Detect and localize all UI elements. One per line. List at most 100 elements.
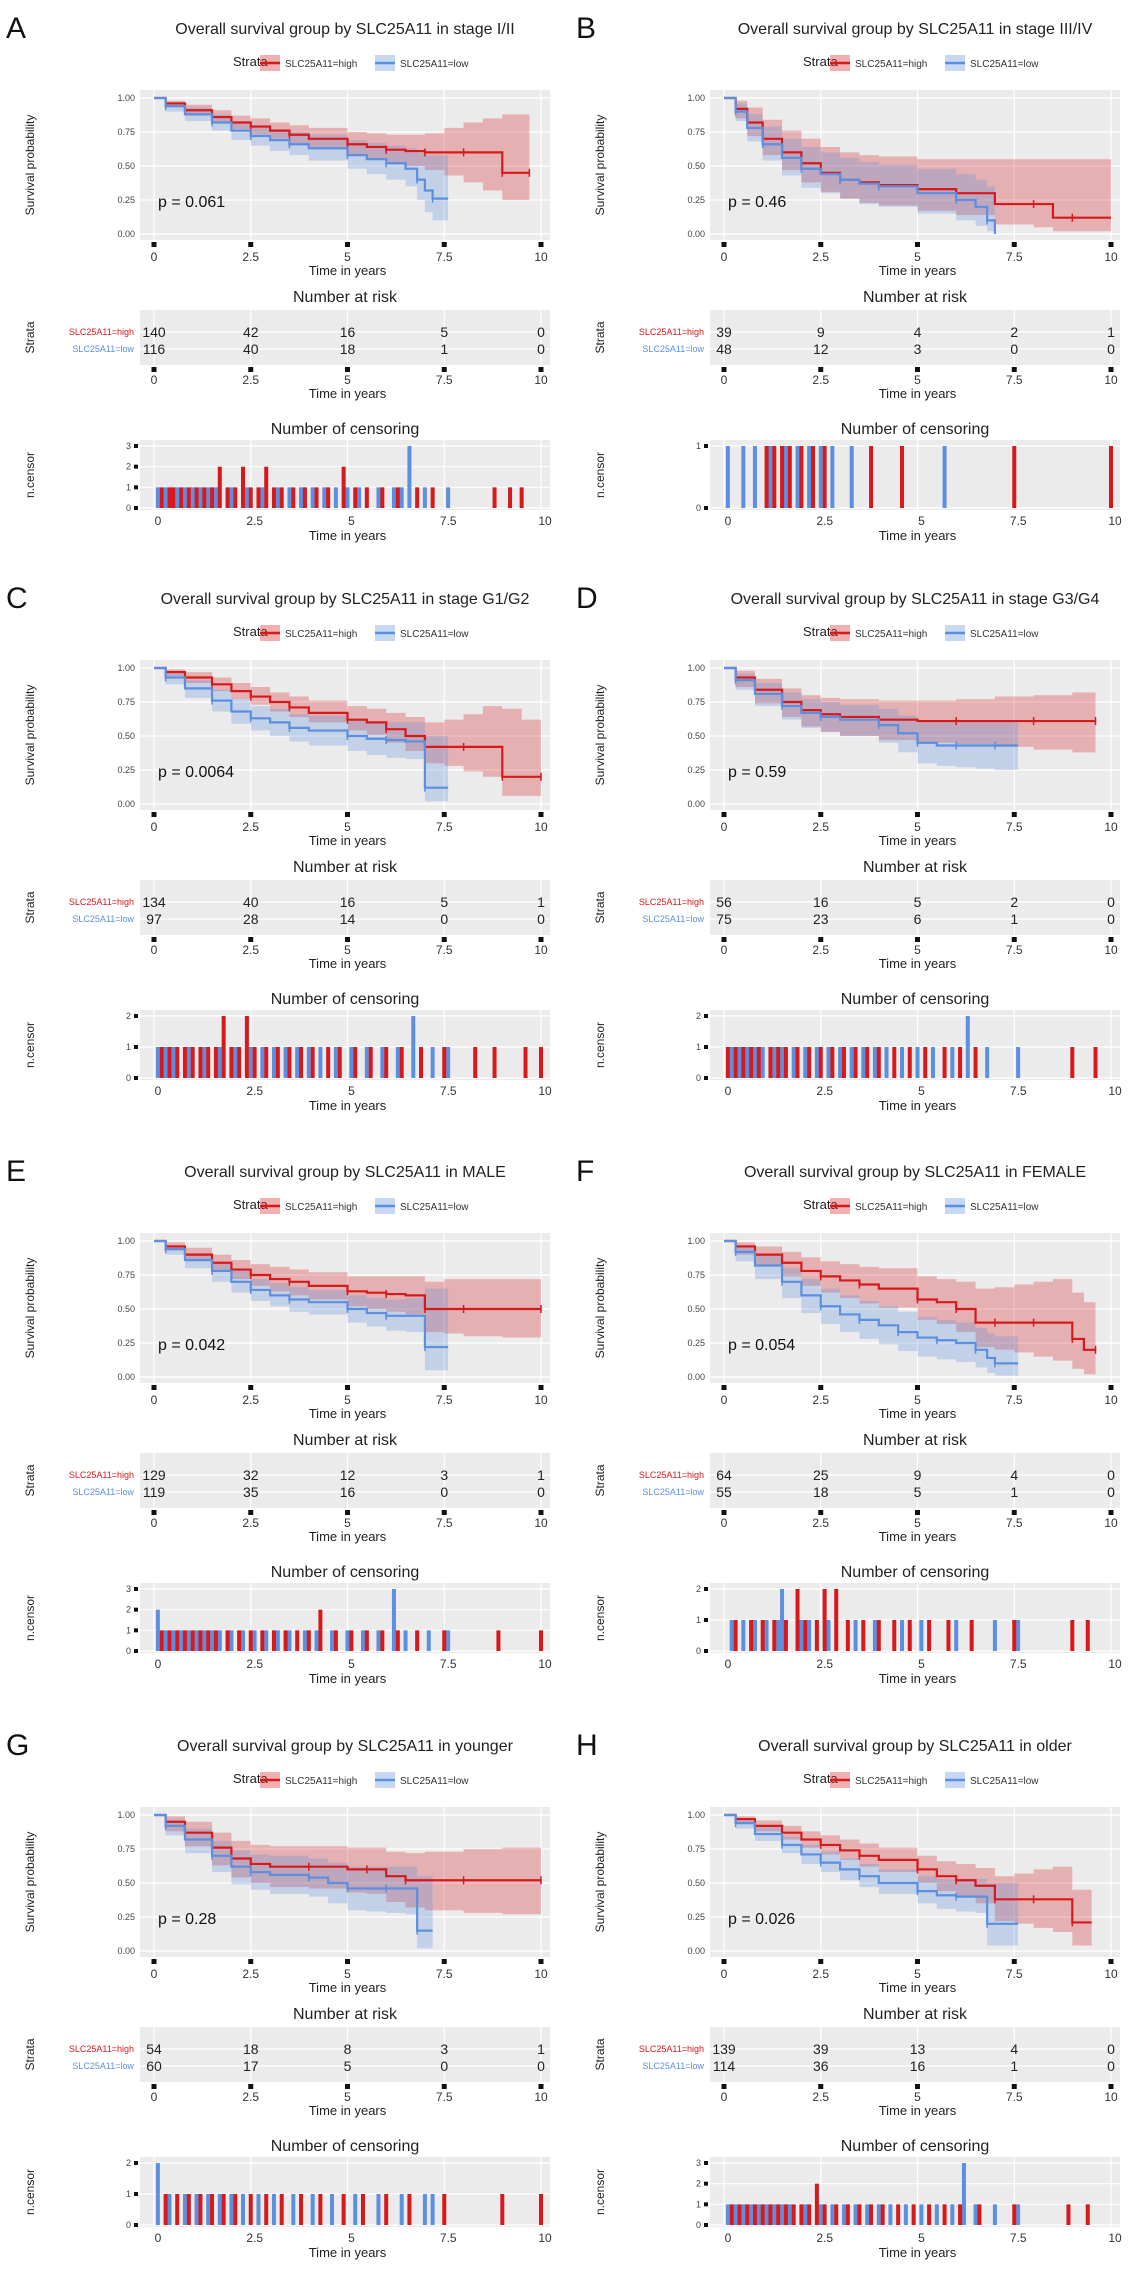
censor-bar-low — [260, 487, 265, 508]
risk-x-axis-label: Time in years — [309, 386, 387, 401]
risk-x-tick-label: 7.5 — [436, 1516, 453, 1530]
risk-x-axis-label: Time in years — [879, 956, 957, 971]
censor-bar-high — [783, 1047, 788, 1078]
risk-count-high: 3 — [440, 1467, 448, 1483]
legend-label-low: SLC25A11=low — [970, 1776, 1039, 1787]
risk-x-tick-label: 5 — [344, 2090, 351, 2104]
risk-count-high: 39 — [716, 324, 732, 340]
censor-bar-high — [206, 1047, 211, 1078]
censor-bar-high — [969, 1620, 974, 1651]
ci-band-high — [154, 1815, 541, 1916]
risk-x-tick-mark — [538, 2084, 544, 2089]
censor-bar-high — [1085, 1620, 1090, 1651]
censor-bar-low — [357, 487, 362, 508]
x-tick-mark — [538, 242, 544, 247]
censor-bar-high — [822, 1589, 827, 1651]
censor-bar-high — [159, 1630, 164, 1651]
risk-y-label: Strata — [593, 2038, 607, 2070]
censor-bar-high — [1070, 1047, 1075, 1078]
y-tick-label: 1.00 — [117, 1236, 135, 1246]
censor-x-tick-label: 0 — [155, 1084, 162, 1098]
risk-strata-label-high: SLC25A11=high — [69, 327, 134, 337]
risk-x-tick-mark — [721, 2084, 727, 2089]
censor-bar-high — [213, 1630, 218, 1651]
x-axis-label: Time in years — [879, 263, 957, 278]
panel-letter: A — [6, 12, 26, 45]
censor-bar-high — [807, 2204, 812, 2225]
censor-x-tick-label: 7.5 — [1010, 2231, 1027, 2245]
censor-y-tick-mark — [134, 1649, 138, 1653]
censor-title: Number of censoring — [271, 2138, 420, 2155]
censor-bar-high — [275, 1047, 280, 1078]
censor-bar-low — [900, 1047, 905, 1078]
risk-x-tick-mark — [441, 937, 447, 942]
censor-bar-low — [163, 487, 168, 508]
censor-y-tick-label: 0 — [696, 2220, 701, 2230]
risk-x-tick-mark — [538, 937, 544, 942]
censor-bar-low — [171, 1047, 176, 1078]
censor-bar-high — [279, 487, 284, 508]
risk-count-high: 18 — [243, 2041, 259, 2057]
censor-bar-high — [299, 2194, 304, 2225]
legend-title: Strata — [233, 624, 268, 639]
risk-count-high: 4 — [1010, 1467, 1018, 1483]
censor-bar-high — [314, 487, 319, 508]
risk-count-low: 1 — [1010, 2058, 1018, 2074]
risk-count-low: 1 — [1010, 1484, 1018, 1500]
censor-bar-high — [845, 2204, 850, 2225]
censor-bar-low — [155, 2163, 160, 2225]
y-tick-label: 0.25 — [117, 1912, 135, 1922]
risk-count-high: 4 — [914, 324, 922, 340]
censor-x-tick-label: 10 — [538, 2231, 552, 2245]
risk-x-tick-label: 2.5 — [242, 2090, 259, 2104]
x-tick-mark — [1011, 1959, 1017, 1964]
censor-bar-low — [760, 1047, 765, 1078]
censor-bar-high — [419, 1047, 424, 1078]
y-tick-label: 1.00 — [687, 1236, 705, 1246]
censor-bar-high — [395, 487, 400, 508]
censor-bar-high — [861, 1620, 866, 1651]
censor-bar-high — [337, 1047, 342, 1078]
p-value: p = 0.026 — [728, 1911, 795, 1928]
x-tick-label: 0 — [151, 820, 158, 834]
risk-count-low: 0 — [537, 1484, 545, 1500]
censor-bar-high — [977, 2204, 982, 2225]
risk-count-high: 1 — [537, 2041, 545, 2057]
risk-table-title: Number at risk — [293, 2006, 398, 2023]
censor-bar-high — [958, 1047, 963, 1078]
legend-label-high: SLC25A11=high — [855, 629, 927, 640]
censor-y-tick-label: 0 — [696, 503, 701, 513]
censor-bar-low — [853, 1620, 858, 1651]
censor-x-tick-label: 0 — [725, 1084, 732, 1098]
censor-bar-high — [737, 2204, 742, 2225]
risk-count-high: 134 — [142, 894, 166, 910]
censor-bar-high — [206, 1630, 211, 1651]
censor-bar-high — [869, 446, 874, 508]
censor-bar-low — [861, 1047, 866, 1078]
censor-bar-high — [190, 1630, 195, 1651]
censor-bar-low — [872, 1047, 877, 1078]
censor-bar-high — [900, 446, 905, 508]
censor-bar-low — [992, 2204, 997, 2225]
risk-count-high: 2 — [1010, 324, 1018, 340]
censor-bar-low — [403, 1630, 408, 1651]
censor-bar-high — [210, 487, 215, 508]
censor-bar-low — [818, 446, 823, 508]
x-tick-label: 0 — [151, 1967, 158, 1981]
risk-count-low: 0 — [1107, 2058, 1115, 2074]
risk-x-tick-mark — [345, 2084, 350, 2089]
ci-band-low — [154, 1241, 449, 1371]
y-axis-label: Survival probability — [23, 1258, 37, 1359]
censor-bar-low — [186, 1630, 191, 1651]
x-tick-mark — [151, 1959, 157, 1964]
censor-x-tick-label: 0 — [155, 1657, 162, 1671]
legend: Strata SLC25A11=high SLC25A11=low — [233, 624, 469, 641]
censor-bar-high — [299, 1047, 304, 1078]
censor-bar-low — [764, 2204, 769, 2225]
x-tick-mark — [538, 1385, 544, 1390]
x-tick-label: 0 — [721, 1393, 728, 1407]
censor-bar-high — [473, 1047, 478, 1078]
censor-bar-high — [326, 1047, 331, 1078]
risk-x-axis-label: Time in years — [879, 386, 957, 401]
y-tick-label: 0.00 — [117, 1946, 135, 1956]
